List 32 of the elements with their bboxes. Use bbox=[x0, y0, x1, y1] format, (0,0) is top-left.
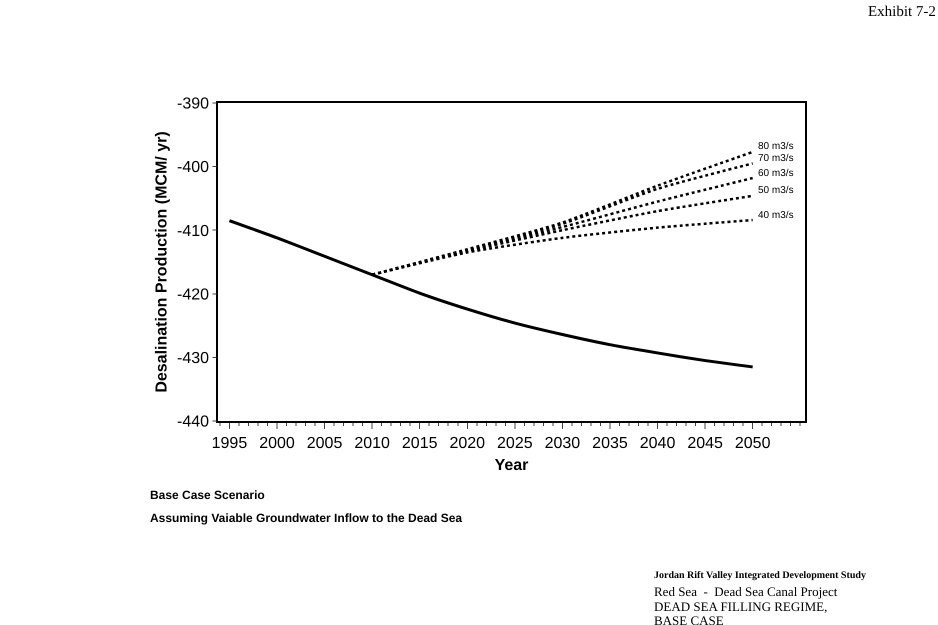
y-tick-label: -390 bbox=[177, 96, 210, 113]
series-label: 80 m3/s bbox=[758, 141, 794, 152]
x-tick-label: 1995 bbox=[212, 434, 248, 452]
x-tick-label: 2030 bbox=[544, 434, 580, 452]
text: Jordan Rift Valley Integrated Development Study bbox=[654, 570, 866, 581]
x-tick-label: 2035 bbox=[592, 434, 628, 452]
x-tick-label: 2025 bbox=[497, 434, 533, 452]
text: BASE CASE bbox=[654, 613, 724, 625]
y-tick-label: -410 bbox=[177, 222, 210, 240]
series-label: 70 m3/s bbox=[758, 153, 794, 164]
text: Assuming Vaiable Groundwater Inflow to the Dead Sea bbox=[150, 511, 462, 525]
y-tick-label: -420 bbox=[177, 286, 210, 304]
text: Exhibit 7-2 bbox=[868, 4, 936, 20]
text: Red Sea - Dead Sea Canal Project bbox=[654, 584, 838, 599]
x-tick-label: 2040 bbox=[640, 434, 676, 452]
x-tick-label: 2045 bbox=[687, 434, 724, 452]
series-label: 40 m3/s bbox=[758, 210, 794, 221]
y-axis-title: Desalination Production (MCM/ yr) bbox=[153, 131, 170, 393]
x-tick-label: 2000 bbox=[259, 434, 295, 452]
x-tick-label: 2015 bbox=[402, 434, 438, 452]
series-label: 60 m3/s bbox=[758, 168, 794, 179]
x-tick-label: 2020 bbox=[449, 434, 486, 452]
y-tick-label: -400 bbox=[177, 159, 210, 176]
y-tick-label: -440 bbox=[177, 414, 210, 431]
x-axis-title: Year bbox=[494, 457, 528, 474]
x-tick-label: 2005 bbox=[306, 434, 342, 452]
text: Base Case Scenario bbox=[150, 488, 265, 502]
text: DEAD SEA FILLING REGIME, bbox=[654, 599, 828, 614]
y-tick-label: -430 bbox=[177, 350, 210, 367]
x-tick-label: 2010 bbox=[354, 434, 390, 452]
series-label: 50 m3/s bbox=[758, 185, 794, 196]
x-tick-label: 2050 bbox=[734, 434, 771, 452]
